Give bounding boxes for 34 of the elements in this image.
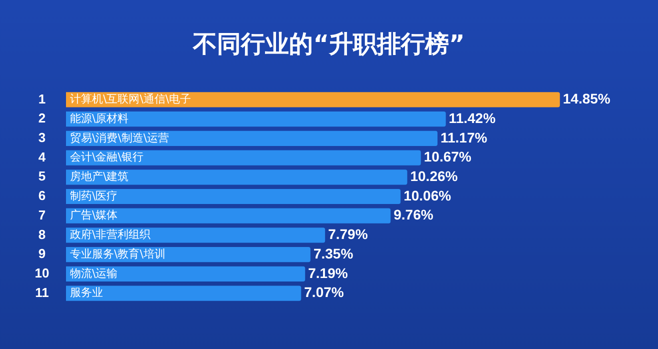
y-tick-label: 专业服务\教育\培训	[70, 247, 166, 260]
text: 5	[38, 168, 46, 184]
data-label: 11.17%	[440, 129, 488, 146]
text: 6	[38, 188, 46, 204]
data-label: 10.06%	[404, 187, 452, 204]
data-label: 14.85%	[562, 90, 611, 107]
y-tick-label: 服务业	[70, 286, 103, 300]
y-tick-label: 计算机\互联网\通信\电子	[70, 92, 192, 106]
data-label: 10.26%	[410, 168, 458, 184]
text: 3	[38, 130, 46, 145]
text: 2	[38, 110, 46, 126]
text: 7	[38, 207, 46, 222]
text: 11	[35, 284, 49, 300]
y-tick-label: 制药\医疗	[70, 189, 118, 202]
text: 4	[38, 149, 46, 164]
text: 9	[38, 246, 46, 262]
y-tick-label: 物流\运输	[70, 266, 118, 280]
data-label: 7.35%	[313, 245, 354, 262]
text: 1	[38, 91, 46, 106]
y-tick-label: 能源\原材料	[70, 112, 129, 125]
y-tick-label: 会计\金融\银行	[70, 150, 144, 164]
data-label: 7.07%	[304, 284, 344, 300]
data-label: 7.79%	[328, 226, 368, 242]
data-label: 7.19%	[308, 264, 348, 281]
data-label: 10.67%	[424, 148, 472, 165]
text: 10	[34, 266, 50, 281]
data-label: 11.42%	[448, 110, 496, 126]
y-tick-label: 贸易\消费\制造\运营	[70, 131, 170, 144]
y-tick-label: 政府\非营利组织	[70, 228, 151, 242]
data-label: 9.76%	[394, 206, 434, 223]
chart-title: 不同行业的“升职排行榜”	[192, 29, 466, 60]
y-tick-label: 房地产\建筑	[70, 170, 129, 183]
y-tick-label: 广告\媒体	[70, 208, 118, 222]
text: 8	[38, 226, 46, 242]
